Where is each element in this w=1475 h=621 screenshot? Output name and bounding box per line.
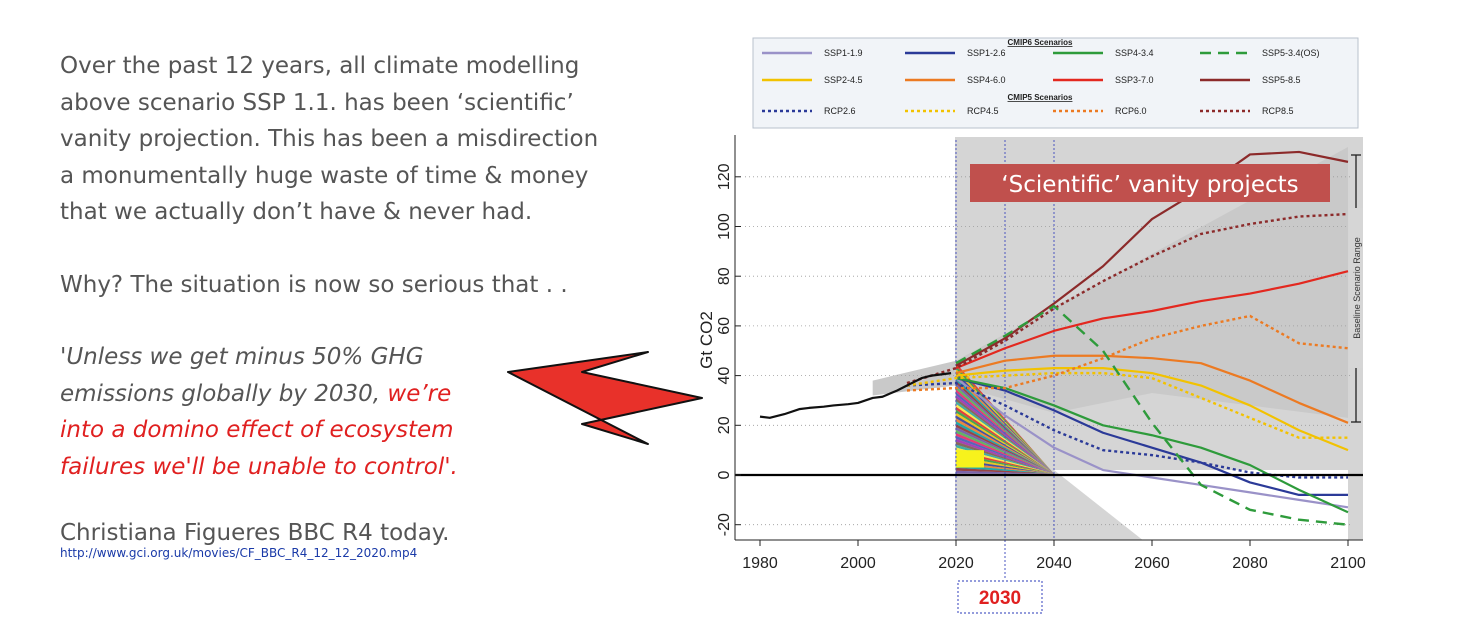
y-tick-label-80: 80: [716, 267, 733, 285]
y-tick-label--20: -20: [716, 513, 733, 536]
mitigation-band-11: [956, 395, 1054, 474]
mitigation-band-6: [956, 380, 1054, 474]
legend-label-ssp4-6-0: SSP4-6.0: [967, 75, 1006, 85]
y-tick-label-60: 60: [716, 317, 733, 335]
mitigation-yellow-band: [956, 450, 984, 468]
y-tick-label-120: 120: [716, 163, 733, 190]
quote-highlight-start: we’re: [387, 380, 452, 407]
x-tick-label-2040: 2040: [1036, 555, 1072, 572]
red-arrow-icon: [507, 351, 703, 445]
y-tick-label-100: 100: [716, 213, 733, 240]
series-ssp3-7-0: [955, 270, 1349, 370]
source-link[interactable]: http://www.gci.org.uk/movies/CF_BBC_R4_1…: [60, 545, 418, 560]
mitigation-band-17: [956, 412, 1054, 474]
attribution: Christiana Figueres BBC R4 today.: [60, 520, 450, 546]
x-tick-label-2080: 2080: [1232, 555, 1268, 572]
legend-label-ssp1-2-6: SSP1-2.6: [967, 48, 1006, 58]
series-rcp6-0: [906, 314, 1349, 392]
series-ssp2-4-5: [955, 367, 1349, 452]
lower-unshaded-area: [1054, 470, 1348, 540]
legend-label-rcp2-6: RCP2.6: [824, 106, 856, 116]
quote: 'Unless we get minus 50% GHG emissions g…: [60, 339, 530, 485]
legend-label-rcp4-5: RCP4.5: [967, 106, 999, 116]
legend-label-rcp6-0: RCP6.0: [1115, 106, 1147, 116]
why-line: Why? The situation is now so serious tha…: [60, 271, 568, 298]
commentary-text: Over the past 12 years, all climate mode…: [60, 48, 700, 560]
series-ssp5-3-4-os-: [955, 304, 1349, 526]
baseline-range-label: Baseline Scenario Range: [1352, 237, 1362, 339]
y-tick-label-40: 40: [716, 367, 733, 385]
mitigation-band-20: [956, 421, 1054, 474]
baseline-range-bracket: Baseline Scenario Range: [1349, 154, 1363, 423]
legend-label-rcp8-5: RCP8.5: [1262, 106, 1294, 116]
mitigation-band-19: [956, 418, 1054, 474]
mitigation-band-9: [956, 389, 1054, 474]
mitigation-band-12: [956, 398, 1054, 474]
mitigation-band-0: [956, 363, 1054, 474]
legend: CMIP6 Scenarios CMIP5 Scenarios SSP1-1.9…: [752, 37, 1359, 129]
y-tick-label-0: 0: [716, 470, 733, 479]
legend-cmip5-title: CMIP5 Scenarios: [1008, 93, 1073, 102]
intro-line-5: that we actually don’t have & never had.: [60, 199, 533, 225]
mitigation-band-31: [956, 453, 1054, 474]
quote-line-2: emissions globally by 2030, we’re: [60, 376, 530, 413]
x-tick-label-2060: 2060: [1134, 555, 1170, 572]
quote-line-4: failures we'll be unable to control'.: [60, 453, 458, 480]
series-rcp4-5: [906, 371, 1348, 439]
mitigation-band-36: [956, 467, 1054, 474]
mitigation-band-1: [956, 366, 1054, 474]
vanity-callout-text: ‘Scientific’ vanity projects: [1001, 172, 1298, 198]
intro-line-2: above scenario SSP 1.1. has been ‘scient…: [60, 89, 574, 116]
legend-label-ssp1-1-9: SSP1-1.9: [824, 48, 863, 58]
legend-label-ssp2-4-5: SSP2-4.5: [824, 75, 863, 85]
y-tick-label-20: 20: [716, 416, 733, 434]
vanity-callout: ‘Scientific’ vanity projects: [970, 164, 1330, 202]
series-ssp1-1-9: [955, 377, 1349, 509]
baseline-envelope: [872, 146, 1348, 418]
series-ssp1-2-6: [955, 377, 1348, 496]
mitigation-band-25: [956, 435, 1054, 474]
y-axis-label: Gt CO2: [697, 311, 716, 369]
x-tick-label-2100: 2100: [1330, 555, 1366, 572]
legend-label-ssp5-8-5: SSP5-8.5: [1262, 75, 1301, 85]
mitigation-band-5: [956, 377, 1054, 474]
legend-label-ssp4-3-4: SSP4-3.4: [1115, 48, 1154, 58]
year-2030-callout: 2030: [957, 580, 1043, 614]
series-historical: [759, 372, 952, 419]
intro-line-4: a monumentally huge waste of time & mone…: [60, 162, 589, 189]
intro-line-3: vanity projection. This has been a misdi…: [60, 126, 599, 152]
mitigation-band-22: [956, 427, 1054, 474]
year-2030-text: 2030: [979, 588, 1021, 609]
legend-label-ssp3-7-0: SSP3-7.0: [1115, 75, 1154, 85]
series-ssp4-6-0: [955, 354, 1349, 424]
quote-line-1: 'Unless we get minus 50% GHG: [60, 344, 424, 370]
series-rcp8-5: [906, 212, 1349, 385]
intro-line-1: Over the past 12 years, all climate mode…: [60, 53, 580, 79]
x-tick-label-1980: 1980: [742, 555, 778, 572]
mitigation-band-14: [956, 403, 1054, 474]
quote-line-2-plain: emissions globally by 2030,: [60, 380, 388, 407]
mitigation-band-3: [956, 371, 1054, 474]
mitigation-band-23: [956, 430, 1054, 474]
quote-line-3: into a domino effect of ecosystem: [60, 417, 454, 443]
mitigation-band-8: [956, 386, 1054, 474]
x-tick-label-2020: 2020: [938, 555, 974, 572]
x-tick-label-2000: 2000: [840, 555, 876, 572]
series-ssp4-3-4: [955, 377, 1349, 514]
legend-label-ssp5-3-4-os-: SSP5-3.4(OS): [1262, 48, 1320, 58]
legend-cmip6-title: CMIP6 Scenarios: [1008, 38, 1073, 47]
